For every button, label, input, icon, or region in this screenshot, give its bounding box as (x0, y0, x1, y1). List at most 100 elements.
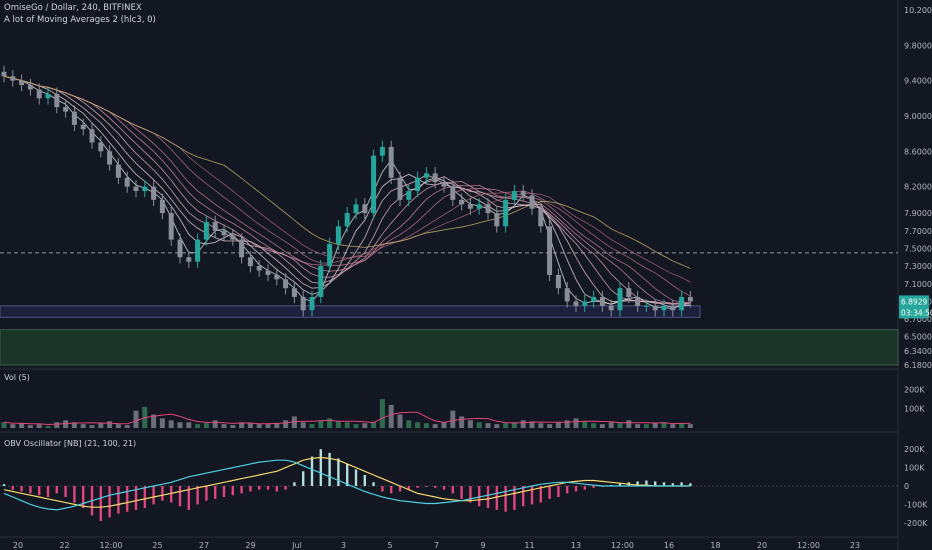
volume-bar (186, 422, 192, 428)
volume-bar (687, 424, 693, 428)
obv-histogram-bar (425, 486, 428, 487)
obv-histogram-bar (20, 486, 23, 492)
candle-body (247, 257, 253, 267)
price-tick-label: 6.1800 (904, 361, 932, 370)
moving-average-line (3, 75, 691, 306)
candle-body (652, 305, 658, 311)
obv-histogram-bar (178, 486, 182, 507)
candle-body (221, 230, 227, 236)
candle-body (195, 239, 201, 262)
candle-body (327, 244, 333, 267)
price-tick-label: 6.5000 (904, 333, 932, 342)
obv-histogram-bar (346, 463, 349, 486)
candle-body (318, 266, 324, 298)
candle-body (115, 164, 121, 178)
candle-body (362, 204, 368, 214)
volume-bar (626, 420, 632, 428)
obv-histogram-bar (328, 452, 331, 486)
candle-body (256, 266, 262, 271)
candle-body (661, 305, 667, 311)
obv-histogram-bar (38, 486, 41, 496)
volume-bar (71, 422, 77, 428)
volume-bar (344, 422, 350, 428)
volume-bar (591, 423, 597, 428)
time-tick-label: 9 (480, 541, 485, 550)
obv-tick-label: 0 (904, 482, 909, 491)
obv-histogram-bar (214, 486, 217, 499)
volume-bar (371, 422, 377, 428)
candle-body (283, 279, 289, 289)
candle-body (36, 89, 42, 99)
obv-histogram-bar (55, 486, 58, 494)
moving-average-line (3, 75, 691, 304)
candle-body (520, 191, 526, 196)
time-tick-label: 13 (571, 541, 581, 550)
candle-body (397, 177, 403, 200)
candle-body (291, 288, 297, 298)
obv-histogram-bar (108, 486, 111, 518)
volume-bar (36, 424, 42, 428)
obv-histogram-bar (275, 486, 278, 492)
volume-bar (529, 421, 535, 428)
obv-histogram-bar (442, 486, 446, 490)
candle-body (467, 204, 473, 209)
obv-histogram-bar (530, 486, 534, 505)
obv-histogram-bar (117, 486, 120, 514)
candle-body (555, 274, 561, 289)
last-price-tag-bg (899, 295, 929, 308)
volume-bar (406, 420, 412, 428)
candle-body (54, 93, 60, 108)
candle-body (168, 213, 174, 240)
volume-bar (309, 424, 315, 428)
countdown-tag-bg (899, 306, 929, 319)
obv-histogram-bar (522, 486, 525, 507)
time-tick-label: 22 (59, 541, 69, 550)
candle-body (159, 199, 165, 214)
moving-average-line (3, 75, 691, 304)
volume-bar (124, 425, 130, 428)
price-tick-label: 8.6000 (904, 147, 932, 156)
volume-bar (203, 423, 209, 428)
obv-histogram-bar (170, 486, 173, 503)
volume-bar (388, 404, 394, 428)
candle-body (415, 177, 421, 192)
volume-bar (459, 416, 465, 428)
volume-bar (379, 399, 385, 428)
obv-histogram-bar (654, 481, 657, 486)
obv-histogram-bar (574, 486, 578, 492)
volume-bar (256, 424, 262, 428)
obv-histogram-bar (495, 486, 498, 510)
candle-body (80, 124, 86, 130)
price-tick-label: 8.2000 (904, 183, 932, 192)
obv-pane-title: OBV Oscillator [NB] (21, 100, 21) (4, 439, 137, 448)
obv-histogram-bar (293, 482, 296, 486)
candle-body (591, 297, 597, 302)
obv-histogram-bar (46, 486, 50, 498)
volume-bar (63, 420, 69, 428)
volume-bar (441, 422, 447, 428)
candle-body (274, 274, 280, 280)
obv-histogram-bar (354, 469, 358, 486)
obv-histogram-bar (266, 486, 270, 490)
volume-bar (397, 414, 403, 428)
candle-body (133, 186, 139, 192)
candle-body (142, 186, 148, 192)
volume-bar (599, 424, 605, 428)
obv-histogram-bar (73, 486, 76, 503)
volume-bar (362, 423, 368, 428)
volume-bar (582, 421, 588, 428)
price-tick-label: 9.0000 (904, 112, 932, 121)
obv-histogram-bar (645, 480, 648, 486)
volume-bar (212, 420, 218, 428)
obv-histogram-bar (337, 458, 340, 486)
candle-body (687, 297, 693, 302)
volume-bar (168, 420, 174, 428)
price-tick-label: 7.9000 (904, 209, 932, 218)
indicator-title: A lot of Moving Averages 2 (hlc3, 0) (4, 15, 156, 25)
candle-body (608, 305, 614, 311)
volume-bar (432, 424, 438, 428)
volume-bar (1, 422, 7, 428)
candle-body (344, 213, 350, 227)
price-tick-label: 7.1000 (904, 280, 932, 289)
